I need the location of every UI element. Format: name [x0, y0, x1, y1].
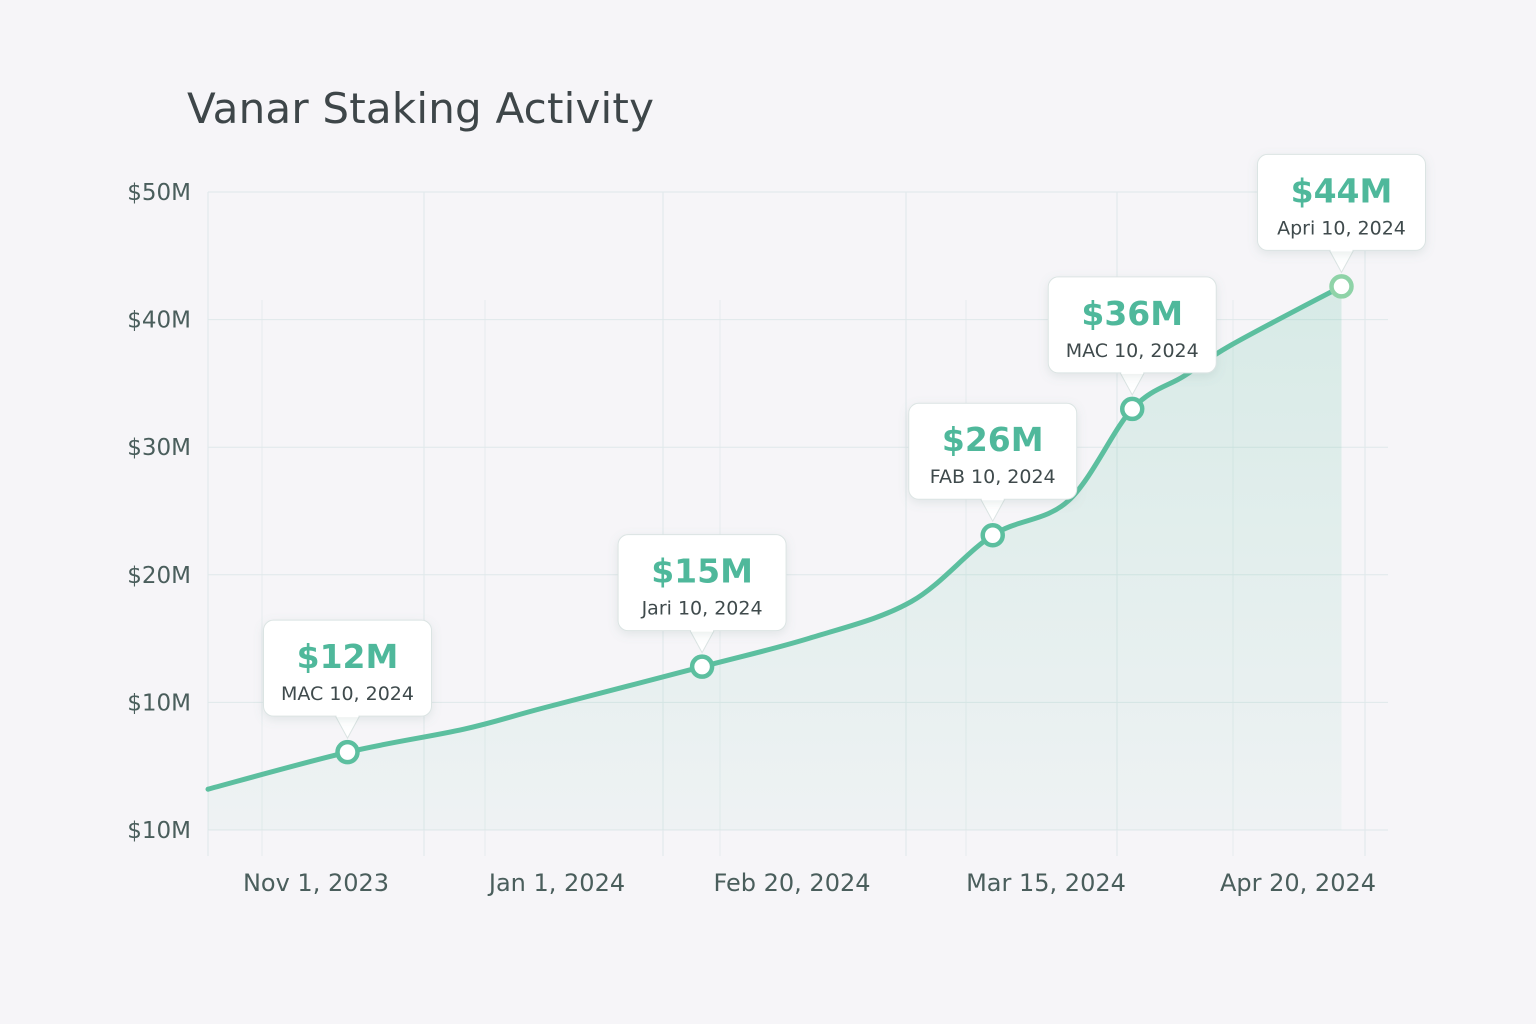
x-tick-label: Nov 1, 2023 [243, 869, 389, 897]
callout-pointer [689, 630, 715, 654]
data-point-marker [1119, 396, 1145, 422]
y-tick-label: $30M [127, 435, 191, 461]
data-callout: $44M Apri 10, 2024 [1256, 153, 1426, 274]
x-tick-label: Mar 15, 2024 [966, 869, 1126, 897]
callout-seam [1121, 370, 1144, 374]
y-tick-label: $10M [127, 818, 191, 844]
data-point-marker [980, 522, 1005, 548]
callout-date: MAC 10, 2024 [1066, 340, 1199, 362]
data-point-marker [1329, 274, 1354, 299]
data-callout: $12M MAC 10, 2024 [263, 619, 433, 740]
area-layer [208, 286, 1342, 830]
x-tick-label: Apr 20, 2024 [1220, 869, 1376, 897]
callout-seam [691, 628, 714, 632]
data-callout: $26M FAB 10, 2024 [908, 402, 1078, 523]
y-tick-label: $50M [127, 180, 191, 206]
chart-title: Vanar Staking Activity [187, 84, 655, 133]
callout-date: Jari 10, 2024 [641, 598, 763, 620]
callout-pointer [1119, 372, 1146, 396]
callout-layer: $12M MAC 10, 2024 $15M Jari 10, 2024 $26M FAB… [263, 153, 1426, 740]
line-layer [205, 283, 1344, 792]
callout-date: MAC 10, 2024 [281, 683, 414, 705]
callout-pointer [979, 498, 1006, 523]
y-tick-label: $10M [127, 690, 191, 716]
series-line [205, 283, 1344, 792]
callout-value: $15M [651, 552, 753, 591]
callout-seam [336, 714, 359, 718]
axis-layer: $10M $10M $20M $30M $40M $50M Nov 1, 2023 Jan 1… [127, 180, 1376, 897]
callout-seam [1330, 248, 1353, 252]
callout-value: $12M [297, 637, 399, 676]
callout-pointer [334, 715, 361, 740]
x-tick-label: Feb 20, 2024 [714, 869, 871, 897]
data-point-marker [689, 654, 715, 679]
callout-seam [981, 497, 1004, 501]
callout-value: $36M [1081, 294, 1183, 333]
callout-date: FAB 10, 2024 [930, 466, 1056, 488]
y-tick-label: $40M [127, 308, 191, 334]
area-fill [208, 286, 1342, 830]
callout-value: $44M [1291, 171, 1393, 210]
data-point-marker [335, 739, 360, 765]
data-callout: $15M Jari 10, 2024 [617, 534, 787, 654]
x-tick-label: Jan 1, 2024 [487, 869, 625, 897]
callout-pointer [1328, 249, 1355, 274]
point-layer [335, 274, 1354, 765]
callout-value: $26M [942, 420, 1044, 459]
callout-date: Apri 10, 2024 [1277, 217, 1406, 239]
data-callout: $36M MAC 10, 2024 [1047, 276, 1217, 396]
y-tick-label: $20M [127, 563, 191, 589]
